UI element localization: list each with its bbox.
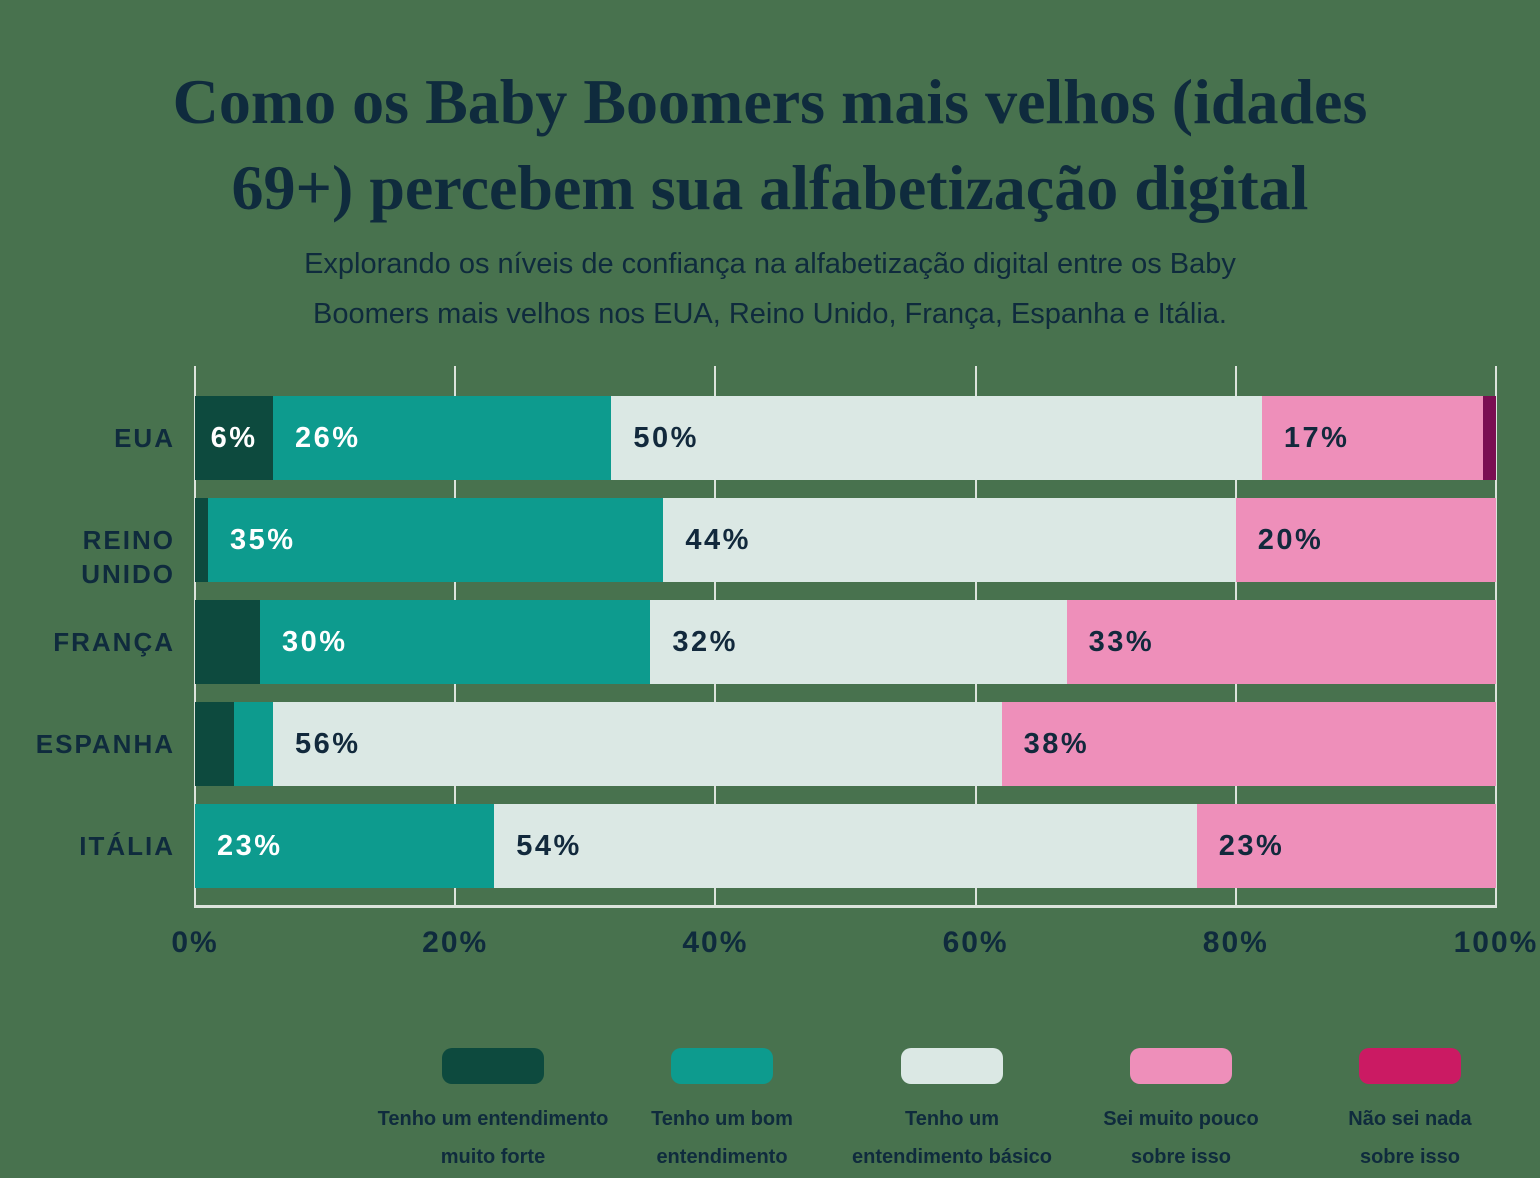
bar-segment: 6% — [195, 396, 274, 480]
legend-item-label: Tenho um entendimento básico — [851, 1108, 1053, 1168]
x-axis-tick-label: 20% — [422, 926, 489, 959]
legend-item: Tenho um entendimento básico — [802, 1048, 1102, 1176]
bar-segment-label: 35% — [230, 523, 296, 556]
bar-segment-label: 33% — [1088, 625, 1155, 658]
bar-segment — [234, 702, 274, 786]
bar-segment-label: 38% — [1023, 727, 1090, 760]
y-axis-label: FRANÇA — [53, 627, 175, 657]
bar-segment: 32% — [650, 600, 1067, 684]
bar-segment: 50% — [611, 396, 1262, 480]
legend-swatch — [901, 1048, 1003, 1084]
bar-segment — [1482, 396, 1496, 480]
legend-swatch — [442, 1048, 544, 1084]
bar-segment-label: 23% — [217, 829, 283, 862]
bar-segment: 17% — [1261, 396, 1483, 480]
bar-segment-label: 44% — [685, 523, 751, 556]
bar-segment-label: 23% — [1218, 829, 1285, 862]
bar-row: 6% 26% 50% 17% — [195, 396, 1496, 480]
bar-segment-label: 30% — [282, 625, 348, 658]
legend-item-label: Tenho um entendimento muito forte — [377, 1108, 609, 1168]
y-axis-label: ITÁLIA — [79, 831, 175, 861]
legend-item-label: Tenho um bom entendimento — [651, 1108, 793, 1168]
bar-row: 56% 38% — [195, 702, 1496, 786]
legend-item: Sei muito pouco sobre isso — [1031, 1048, 1331, 1176]
bar-segment — [195, 600, 261, 684]
y-axis-label: REINO UNIDO — [81, 525, 175, 589]
bar-row: 30% 32% 33% — [195, 600, 1496, 684]
bar-row: 35% 44% 20% — [195, 498, 1496, 582]
legend-item: Tenho um bom entendimento — [572, 1048, 872, 1176]
x-axis-tick-label: 80% — [1202, 926, 1269, 959]
bar-row: 23% 54% 23% — [195, 804, 1496, 888]
plot-area: 6% 26% 50% 17% 35% 44% 20% 30% 32% 33% 56% 38% 23% 54… — [194, 366, 1497, 908]
legend-item: Não sei nada sobre isso — [1260, 1048, 1540, 1176]
bar-segment: 20% — [1235, 498, 1496, 582]
legend-swatch — [1130, 1048, 1232, 1084]
bar-segment-label: 56% — [295, 727, 361, 760]
bar-segment: 35% — [208, 498, 664, 582]
bar-segment: 30% — [260, 600, 651, 684]
gridline — [1495, 366, 1497, 908]
legend-item: Tenho um entendimento muito forte — [343, 1048, 643, 1176]
bar-segment: 26% — [273, 396, 612, 480]
x-axis-tick-label: 100% — [1453, 926, 1539, 959]
legend-item-label: Sei muito pouco sobre isso — [1103, 1108, 1259, 1168]
legend-item-label: Não sei nada sobre isso — [1348, 1108, 1472, 1168]
legend: Tenho um entendimento muito forte Tenho u… — [0, 1048, 1540, 1178]
bar-segment — [195, 702, 235, 786]
bar-segment: 54% — [494, 804, 1197, 888]
bar-segment: 23% — [1196, 804, 1496, 888]
x-axis-tick-label: 40% — [682, 926, 749, 959]
bar-segment-label: 50% — [633, 421, 699, 454]
bar-segment — [195, 498, 208, 582]
bar-segment-label: 54% — [516, 829, 582, 862]
bar-segment-label: 17% — [1283, 421, 1350, 454]
bar-segment: 38% — [1001, 702, 1496, 786]
legend-swatch — [1359, 1048, 1461, 1084]
y-axis-label: ESPANHA — [35, 729, 175, 759]
bar-segment-label: 26% — [295, 421, 361, 454]
bar-segment-label: 20% — [1257, 523, 1324, 556]
x-axis-tick-label: 0% — [171, 926, 219, 959]
x-axis-tick-label: 60% — [942, 926, 1009, 959]
bar-segment: 33% — [1066, 600, 1496, 684]
chart-subtitle: Explorando os níveis de confiança na alf… — [304, 248, 1236, 330]
bar-segment-label: 6% — [210, 421, 258, 454]
chart-title: Como os Baby Boomers mais velhos (idades… — [172, 65, 1368, 223]
y-axis-label: EUA — [114, 423, 175, 453]
bar-segment: 44% — [663, 498, 1236, 582]
x-axis-line — [194, 905, 1497, 908]
bar-segment-label: 32% — [672, 625, 738, 658]
bar-segment: 56% — [273, 702, 1002, 786]
bar-segment: 23% — [195, 804, 495, 888]
legend-swatch — [671, 1048, 773, 1084]
